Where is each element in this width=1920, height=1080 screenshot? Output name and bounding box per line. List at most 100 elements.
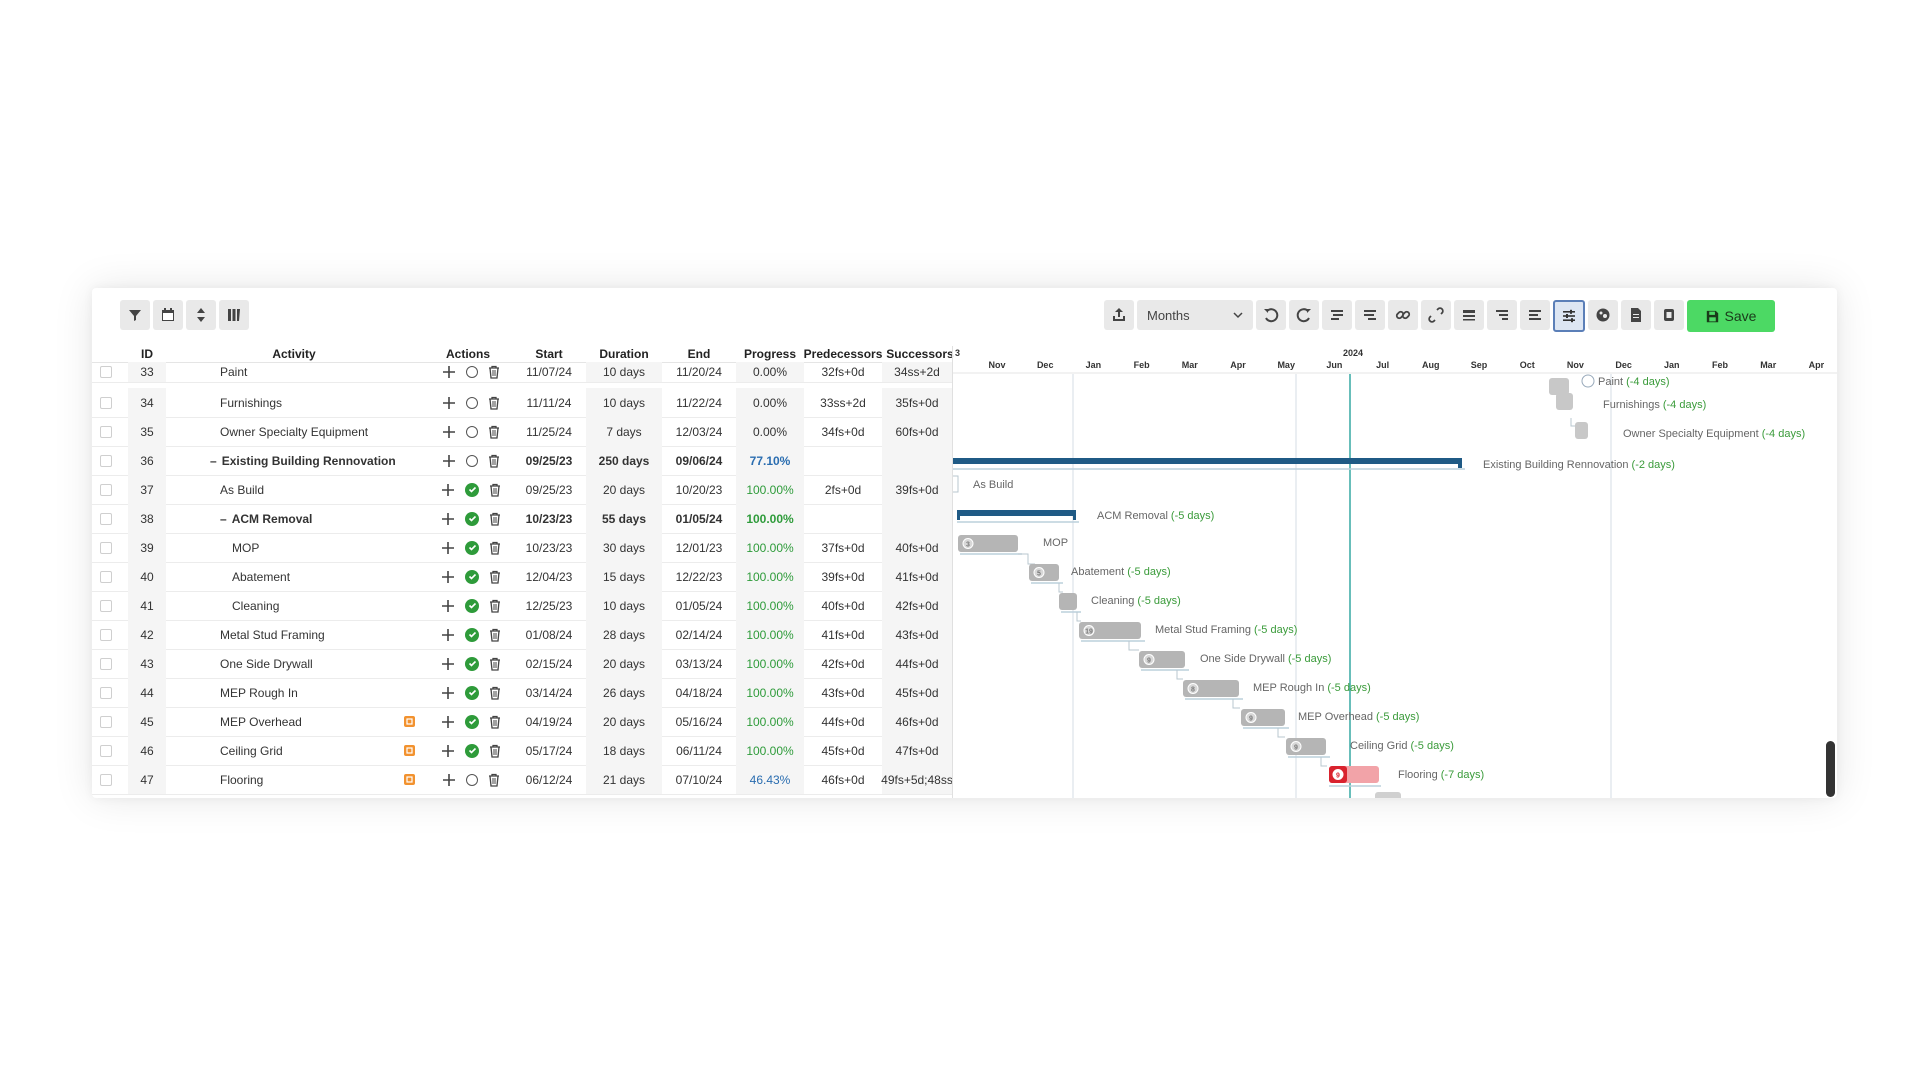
- row-successors[interactable]: [882, 446, 952, 475]
- columns-button[interactable]: [219, 300, 249, 330]
- row-activity[interactable]: Paint: [220, 362, 247, 382]
- row-progress[interactable]: 100.00%: [736, 591, 804, 620]
- row-checkbox[interactable]: [98, 736, 114, 765]
- copy-button[interactable]: [1654, 300, 1684, 330]
- row-checkbox[interactable]: [98, 678, 114, 707]
- empty-circle-icon[interactable]: [466, 366, 478, 378]
- row-duration[interactable]: 28 days: [586, 620, 662, 649]
- trash-icon[interactable]: [488, 425, 500, 439]
- row-checkbox[interactable]: [98, 388, 114, 417]
- row-activity[interactable]: As Build: [220, 475, 264, 504]
- row-predecessors[interactable]: 39fs+0d: [821, 569, 865, 584]
- row-successors[interactable]: 35fs+0d: [882, 388, 952, 417]
- row-successors[interactable]: 39fs+0d: [882, 475, 952, 504]
- row-duration[interactable]: 10 days: [586, 388, 662, 417]
- row-end[interactable]: 09/06/24: [675, 453, 723, 468]
- row-checkbox[interactable]: [98, 707, 114, 736]
- row-end[interactable]: 11/20/24: [676, 365, 722, 379]
- row-duration[interactable]: 18 days: [586, 736, 662, 765]
- row-predecessors[interactable]: 34fs+0d: [821, 424, 865, 439]
- trash-icon[interactable]: [489, 483, 501, 497]
- expand-all-button[interactable]: [1454, 300, 1484, 330]
- row-duration[interactable]: 250 days: [586, 446, 662, 475]
- table-row[interactable]: 41 Cleaning 12/25/23 10 days 01/05/24 100.00%…: [92, 591, 952, 621]
- row-start[interactable]: 01/08/24: [525, 627, 573, 642]
- trash-icon[interactable]: [489, 570, 501, 584]
- row-checkbox[interactable]: [98, 533, 114, 562]
- table-row[interactable]: 38 – ACM Removal 10/23/23 55 days 01/05/24 100…: [92, 504, 952, 534]
- row-activity[interactable]: Owner Specialty Equipment: [220, 417, 368, 446]
- row-successors[interactable]: 34ss+2d: [882, 362, 952, 382]
- row-checkbox[interactable]: [98, 417, 114, 446]
- trash-icon[interactable]: [488, 773, 500, 787]
- table-row[interactable]: 33 Paint 11/07/24 10 days 11/20/24 0.00% 32fs+…: [92, 362, 952, 383]
- col-header-id[interactable]: ID: [141, 347, 153, 361]
- table-row[interactable]: 35 Owner Specialty Equipment 11/25/24 7 day…: [92, 417, 952, 447]
- flag-icon[interactable]: [402, 765, 416, 794]
- row-progress[interactable]: 77.10%: [736, 446, 804, 475]
- table-row[interactable]: 39 MOP 10/23/23 30 days 12/01/23 100.00% 37fs+…: [92, 533, 952, 563]
- table-row[interactable]: 45 MEP Overhead 04/19/24 20 days 05/16/24 100…: [92, 707, 952, 737]
- row-duration[interactable]: 20 days: [586, 475, 662, 504]
- row-end[interactable]: 06/11/24: [676, 743, 722, 758]
- row-progress[interactable]: 100.00%: [736, 562, 804, 591]
- link-button[interactable]: [1388, 300, 1418, 330]
- add-icon[interactable]: [441, 512, 455, 526]
- row-checkbox[interactable]: [98, 765, 114, 794]
- row-successors[interactable]: [882, 504, 952, 533]
- row-activity[interactable]: Abatement: [232, 562, 290, 591]
- task-bar-mep-rough-in[interactable]: [1183, 680, 1239, 697]
- add-icon[interactable]: [441, 686, 455, 700]
- summary-bar-ebr[interactable]: [953, 458, 1462, 464]
- row-start[interactable]: 11/25/24: [526, 424, 572, 439]
- trash-icon[interactable]: [488, 396, 500, 410]
- table-row[interactable]: 46 Ceiling Grid 05/17/24 18 days 06/11/24 100…: [92, 736, 952, 766]
- redo-button[interactable]: [1289, 300, 1319, 330]
- row-activity[interactable]: Metal Stud Framing: [220, 620, 325, 649]
- col-header-end[interactable]: End: [687, 347, 711, 361]
- task-bar-next[interactable]: [1375, 792, 1401, 798]
- row-predecessors[interactable]: [804, 446, 882, 475]
- row-successors[interactable]: 41fs+0d: [882, 562, 952, 591]
- row-start[interactable]: 03/14/24: [525, 685, 573, 700]
- row-start[interactable]: 11/07/24: [526, 365, 572, 379]
- row-progress[interactable]: 100.00%: [736, 620, 804, 649]
- col-header-start[interactable]: Start: [535, 347, 563, 361]
- summary-bar-acm[interactable]: [957, 510, 1076, 516]
- pdf-button[interactable]: [1621, 300, 1651, 330]
- add-icon[interactable]: [441, 570, 455, 584]
- trash-icon[interactable]: [489, 512, 501, 526]
- row-progress[interactable]: 100.00%: [736, 678, 804, 707]
- add-icon[interactable]: [441, 483, 455, 497]
- row-start[interactable]: 12/04/23: [525, 569, 573, 584]
- row-duration[interactable]: 26 days: [586, 678, 662, 707]
- task-bar-paint[interactable]: [1549, 378, 1569, 395]
- row-checkbox[interactable]: [98, 649, 114, 678]
- collapse-toggle[interactable]: –: [210, 453, 217, 468]
- table-row[interactable]: 40 Abatement 12/04/23 15 days 12/22/23 100.00…: [92, 562, 952, 592]
- row-progress[interactable]: 100.00%: [736, 649, 804, 678]
- check-circle-icon[interactable]: [465, 714, 479, 729]
- row-end[interactable]: 10/20/23: [675, 482, 723, 497]
- row-predecessors[interactable]: 33ss+2d: [820, 395, 866, 410]
- table-row[interactable]: 43 One Side Drywall 02/15/24 20 days 03/13/2…: [92, 649, 952, 679]
- row-end[interactable]: 02/14/24: [675, 627, 723, 642]
- export-button[interactable]: [1104, 300, 1134, 330]
- row-activity[interactable]: Cleaning: [232, 591, 279, 620]
- trash-icon[interactable]: [489, 715, 501, 729]
- col-header-activity[interactable]: Activity: [272, 347, 316, 361]
- row-successors[interactable]: 42fs+0d: [882, 591, 952, 620]
- add-icon[interactable]: [441, 541, 455, 555]
- row-end[interactable]: 12/03/24: [675, 424, 723, 439]
- trash-icon[interactable]: [489, 599, 501, 613]
- row-end[interactable]: 03/13/24: [675, 656, 723, 671]
- check-circle-icon[interactable]: [465, 598, 479, 613]
- row-progress[interactable]: 0.00%: [736, 388, 804, 417]
- add-icon[interactable]: [441, 628, 455, 642]
- trash-icon[interactable]: [488, 365, 500, 379]
- flag-icon[interactable]: [402, 736, 416, 765]
- check-circle-icon[interactable]: [465, 511, 479, 526]
- add-icon[interactable]: [442, 773, 456, 787]
- add-icon[interactable]: [441, 657, 455, 671]
- row-progress[interactable]: 0.00%: [736, 417, 804, 446]
